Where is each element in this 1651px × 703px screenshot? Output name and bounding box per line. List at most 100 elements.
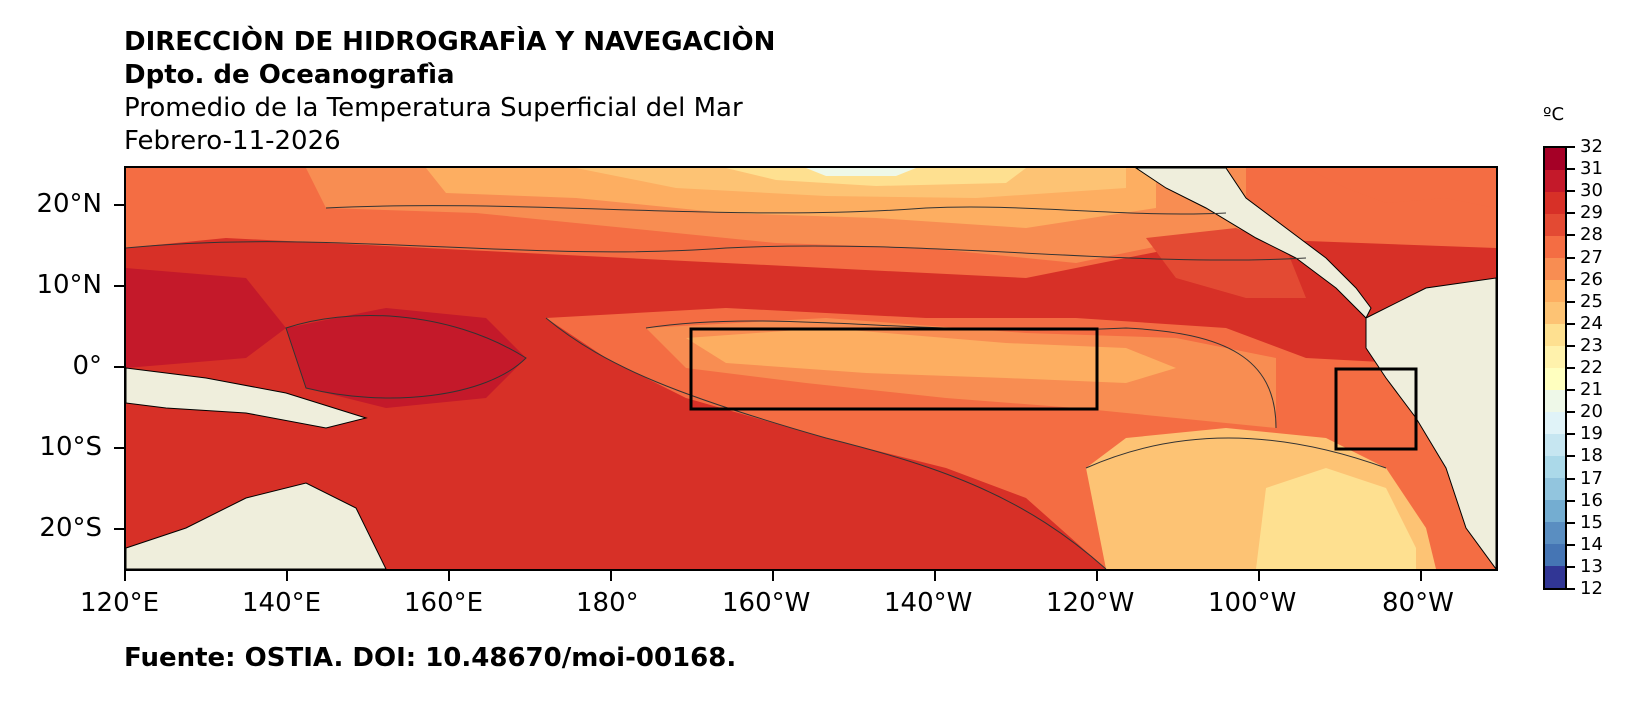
lon-tick <box>934 571 936 581</box>
colorbar-label: 16 <box>1580 489 1603 511</box>
colorbar-segment <box>1545 500 1565 522</box>
lat-tick <box>114 528 124 530</box>
colorbar-label: 19 <box>1580 423 1603 445</box>
title-block: DIRECCIÒN DE HIDROGRAFÌA Y NAVEGACIÒN Dp… <box>124 26 775 158</box>
map-date: Febrero-11-2026 <box>124 126 341 156</box>
data-source-footer: Fuente: OSTIA. DOI: 10.48670/moi-00168. <box>124 643 737 673</box>
lat-label-10s: 10°S <box>39 432 102 462</box>
lat-tick <box>114 366 124 368</box>
sst-band-20 <box>806 168 916 176</box>
colorbar-label: 17 <box>1580 467 1603 489</box>
lat-tick <box>114 285 124 287</box>
colorbar-tick <box>1567 477 1575 480</box>
colorbar-segment <box>1545 236 1565 258</box>
lon-tick <box>1258 571 1260 581</box>
colorbar-segment <box>1545 566 1565 588</box>
colorbar-tick <box>1567 146 1575 148</box>
contour-line <box>325 205 1227 215</box>
colorbar-segment <box>1545 214 1565 236</box>
colorbar-tick <box>1567 322 1575 325</box>
colorbar-segment <box>1545 148 1565 170</box>
colorbar-tick <box>1567 278 1575 281</box>
agency-title: DIRECCIÒN DE HIDROGRAFÌA Y NAVEGACIÒN <box>124 27 776 57</box>
warm-pool-30 <box>286 308 526 408</box>
sst-map <box>124 166 1498 571</box>
lat-tick <box>114 447 124 449</box>
lon-label-180: 180° <box>576 588 639 618</box>
colorbar-segment <box>1545 522 1565 544</box>
colorbar-tick <box>1567 411 1575 414</box>
colorbar-label: 12 <box>1580 578 1603 599</box>
colorbar-label: 13 <box>1580 555 1603 577</box>
colorbar-segment <box>1545 346 1565 368</box>
colorbar-label: 22 <box>1580 357 1603 378</box>
contour-line <box>1085 437 1387 469</box>
colorbar-tick <box>1567 565 1575 568</box>
colorbar-tick <box>1567 521 1575 524</box>
colorbar-label: 25 <box>1580 290 1603 312</box>
colorbar-label: 27 <box>1580 246 1603 268</box>
department-title: Dpto. de Oceanografìa <box>124 60 455 90</box>
colorbar-label: 14 <box>1580 533 1603 555</box>
colorbar-segment <box>1545 324 1565 346</box>
colorbar-tick <box>1567 168 1575 171</box>
lat-tick <box>114 204 124 206</box>
colorbar-label: 28 <box>1580 224 1603 246</box>
lon-label-120e: 120°E <box>80 588 160 618</box>
colorbar-label: 24 <box>1580 312 1603 334</box>
lon-label-80w: 80°W <box>1382 588 1454 618</box>
colorbar-label: 29 <box>1580 202 1603 224</box>
lon-tick <box>124 571 126 581</box>
colorbar-segment <box>1545 302 1565 324</box>
lon-tick <box>1420 571 1422 581</box>
lat-label-10n: 10°N <box>36 270 102 300</box>
colorbar-tick <box>1567 499 1575 502</box>
colorbar-segment <box>1545 412 1565 434</box>
colorbar-tick <box>1567 367 1575 369</box>
lat-label-0: 0° <box>72 351 102 381</box>
colorbar-segment <box>1545 192 1565 214</box>
colorbar-label: 31 <box>1580 158 1603 180</box>
colorbar-tick <box>1567 389 1575 392</box>
south-america-land <box>1365 277 1496 569</box>
warm-pool-west <box>126 268 286 368</box>
colorbar-label: 32 <box>1580 136 1603 157</box>
colorbar-tick <box>1567 300 1575 303</box>
australia-land <box>126 482 387 569</box>
se-pacific-23 <box>1256 468 1416 569</box>
contour-line <box>545 317 1107 569</box>
colorbar-tick <box>1567 344 1575 347</box>
colorbar-segment <box>1545 170 1565 192</box>
contour-line <box>126 241 1307 261</box>
colorbar-segment <box>1545 368 1565 390</box>
cold-tongue-25 <box>686 328 1176 383</box>
colorbar-tick <box>1567 234 1575 237</box>
lon-tick <box>772 571 774 581</box>
lon-label-140e: 140°E <box>242 588 322 618</box>
ep-warm-28 <box>1146 228 1306 298</box>
colorbar-segment <box>1545 280 1565 302</box>
colorbar-label: 30 <box>1580 180 1603 202</box>
colorbar-tick <box>1567 543 1575 546</box>
colorbar-tick <box>1567 212 1575 215</box>
lon-tick <box>286 571 288 581</box>
colorbar-label: 21 <box>1580 379 1603 401</box>
colorbar-label: 20 <box>1580 401 1603 423</box>
lon-label-120w: 120°W <box>1046 588 1135 618</box>
lon-label-160w: 160°W <box>722 588 811 618</box>
lon-label-140w: 140°W <box>884 588 973 618</box>
contour-line <box>285 315 527 399</box>
lon-tick <box>610 571 612 581</box>
colorbar-tick <box>1567 433 1575 436</box>
nino34-region-box <box>689 327 1099 411</box>
lon-tick <box>448 571 450 581</box>
lat-label-20s: 20°S <box>39 513 102 543</box>
colorbar-segment <box>1545 390 1565 412</box>
sst-band-23 <box>726 168 1026 186</box>
colorbar-label: 18 <box>1580 445 1603 467</box>
lon-label-160e: 160°E <box>404 588 484 618</box>
colorbar-segment <box>1545 456 1565 478</box>
colorbar-segment <box>1545 258 1565 280</box>
map-subtitle: Promedio de la Temperatura Superficial d… <box>124 93 743 123</box>
colorbar-tick <box>1567 256 1575 259</box>
